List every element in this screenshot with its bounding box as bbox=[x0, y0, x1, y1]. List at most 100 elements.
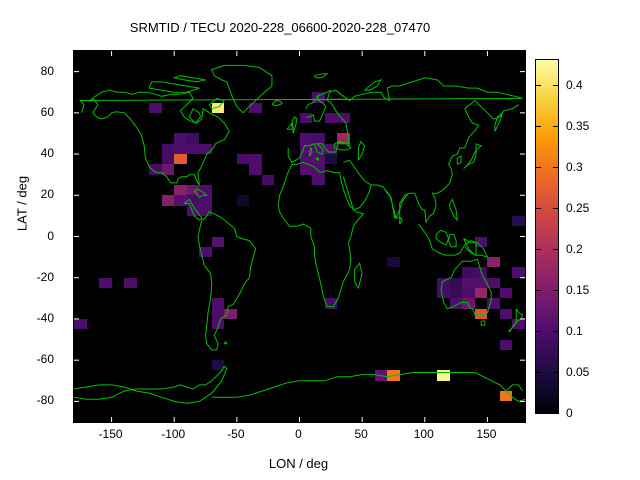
coastline bbox=[193, 188, 209, 198]
heatmap-cell bbox=[474, 288, 488, 299]
heatmap-cell bbox=[199, 195, 212, 206]
y-axis-label: LAT / deg bbox=[14, 175, 30, 232]
coastline bbox=[291, 116, 298, 134]
y-tick-label: 40 bbox=[40, 146, 54, 161]
heatmap-cell bbox=[186, 205, 200, 216]
heatmap-cell bbox=[211, 102, 225, 113]
coastline bbox=[197, 211, 257, 351]
coastline bbox=[449, 198, 458, 222]
x-tick-label: -50 bbox=[227, 427, 245, 441]
heatmap-cell bbox=[249, 102, 262, 113]
heatmap-cell bbox=[224, 308, 237, 319]
colorbar-tick-label: 0.3 bbox=[566, 159, 583, 174]
heatmap-cell bbox=[312, 92, 325, 103]
coastline bbox=[384, 188, 409, 220]
heatmap-cell bbox=[211, 360, 225, 371]
coastline bbox=[286, 121, 293, 130]
coastline bbox=[334, 141, 352, 151]
heatmap-cell bbox=[161, 195, 175, 206]
colorbar-tick-label: 0.4 bbox=[566, 77, 583, 92]
colorbar bbox=[535, 59, 559, 414]
heatmap-cell bbox=[512, 215, 525, 227]
coastline bbox=[463, 238, 489, 258]
x-tick-label: -150 bbox=[98, 427, 123, 441]
x-tick-label: 150 bbox=[476, 427, 497, 441]
colorbar-tick bbox=[553, 413, 558, 414]
heatmap-cell bbox=[186, 184, 200, 196]
coastline bbox=[88, 89, 230, 186]
coastline-overlay bbox=[74, 51, 525, 422]
x-tick-label: 100 bbox=[413, 427, 434, 441]
heatmap-cell bbox=[186, 143, 200, 155]
heatmap-cell bbox=[261, 174, 275, 185]
coastline bbox=[208, 97, 225, 110]
coastline bbox=[211, 380, 300, 398]
colorbar-tick bbox=[553, 371, 558, 373]
heatmap-cell bbox=[174, 184, 187, 196]
colorbar-tick bbox=[553, 248, 558, 250]
heatmap-cell bbox=[324, 154, 338, 165]
colorbar-tick bbox=[536, 371, 541, 373]
heatmap-cell bbox=[324, 112, 338, 124]
heatmap-cell bbox=[299, 164, 313, 175]
coastline bbox=[342, 176, 372, 211]
coastline bbox=[305, 94, 320, 109]
heatmap-cell bbox=[199, 205, 212, 216]
heatmap-cell bbox=[186, 195, 200, 206]
coastline bbox=[211, 64, 273, 114]
heatmap-cell bbox=[462, 267, 475, 278]
heatmap-cell bbox=[236, 195, 250, 206]
colorbar-tick bbox=[536, 330, 541, 332]
coastline bbox=[305, 89, 332, 122]
y-tick-label: 80 bbox=[40, 63, 54, 78]
heatmap-cell bbox=[462, 277, 475, 289]
heatmap-cell bbox=[174, 195, 187, 206]
coastline bbox=[315, 157, 319, 162]
coastline bbox=[314, 73, 329, 79]
heatmap-cell bbox=[437, 277, 450, 289]
heatmap-cell bbox=[462, 288, 475, 299]
heatmap-cell bbox=[512, 318, 525, 330]
coastline bbox=[505, 384, 523, 392]
coastline bbox=[271, 99, 283, 107]
y-tick-label: 20 bbox=[40, 187, 54, 202]
colorbar-tick-label: 0.05 bbox=[566, 364, 590, 379]
coastline bbox=[188, 107, 202, 124]
colorbar-tick-label: 0 bbox=[566, 406, 573, 420]
map-plot-area bbox=[73, 50, 526, 423]
coastline bbox=[277, 161, 365, 308]
colorbar-tick-label: 0.25 bbox=[566, 200, 590, 215]
heatmap-cell bbox=[211, 308, 225, 319]
x-tick-label: 0 bbox=[295, 427, 302, 441]
y-tick-label: -60 bbox=[36, 352, 54, 367]
coastline bbox=[309, 146, 313, 157]
heatmap-cell bbox=[312, 143, 325, 155]
coastline bbox=[79, 77, 523, 163]
heatmap-cell bbox=[474, 308, 488, 319]
colorbar-tick bbox=[553, 289, 558, 291]
heatmap-cell bbox=[161, 154, 175, 165]
heatmap-cell bbox=[211, 298, 225, 309]
heatmap-cell bbox=[199, 143, 212, 155]
heatmap-cell bbox=[299, 143, 313, 155]
coastline bbox=[448, 233, 457, 248]
heatmap-cell bbox=[487, 298, 500, 309]
heatmap-cell bbox=[299, 112, 313, 124]
heatmap-cell bbox=[124, 277, 137, 289]
coastline bbox=[299, 372, 525, 402]
coastline bbox=[399, 217, 403, 225]
heatmap-cell bbox=[499, 391, 513, 402]
heatmap-cell bbox=[149, 102, 162, 113]
heatmap-cell bbox=[299, 133, 313, 144]
coastline bbox=[183, 198, 203, 221]
heatmap-cell bbox=[211, 236, 225, 247]
coastline bbox=[148, 81, 200, 93]
heatmap-cell bbox=[324, 298, 338, 309]
heatmap-cell bbox=[487, 277, 500, 289]
colorbar-tick bbox=[536, 207, 541, 209]
chart-title: SRMTID / TECU 2020-228_06600-2020-228_07… bbox=[129, 20, 431, 35]
x-tick-label: -100 bbox=[161, 427, 186, 441]
coastline bbox=[435, 229, 450, 246]
heatmap-cell bbox=[449, 298, 463, 309]
